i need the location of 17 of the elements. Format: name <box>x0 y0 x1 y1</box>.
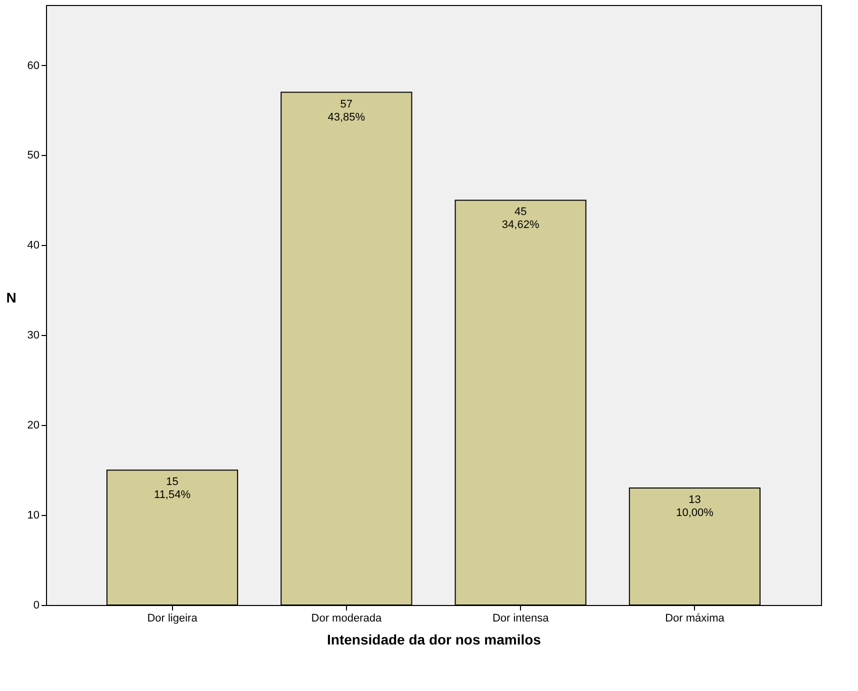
y-tick-label: 40 <box>27 240 40 252</box>
y-tick-label: 10 <box>27 510 40 522</box>
x-tick-label: Dor moderada <box>311 612 382 624</box>
y-tick-label: 60 <box>27 60 40 72</box>
y-tick-label: 0 <box>33 600 40 612</box>
data-label: 45 34,62% <box>502 206 540 232</box>
y-axis-title: N <box>6 290 16 306</box>
data-label: 13 10,00% <box>676 494 714 520</box>
x-tick-label: Dor máxima <box>665 612 726 624</box>
x-tick-label: Dor ligeira <box>147 612 198 624</box>
y-tick-label: 20 <box>27 420 40 432</box>
data-label: 15 11,54% <box>154 476 191 502</box>
y-tick-label: 50 <box>27 150 40 162</box>
x-axis-title: Intensidade da dor nos mamilos <box>327 632 542 648</box>
x-tick-label: Dor intensa <box>492 612 550 624</box>
data-label: 57 43,85% <box>328 98 366 124</box>
y-tick-label: 30 <box>27 330 40 342</box>
